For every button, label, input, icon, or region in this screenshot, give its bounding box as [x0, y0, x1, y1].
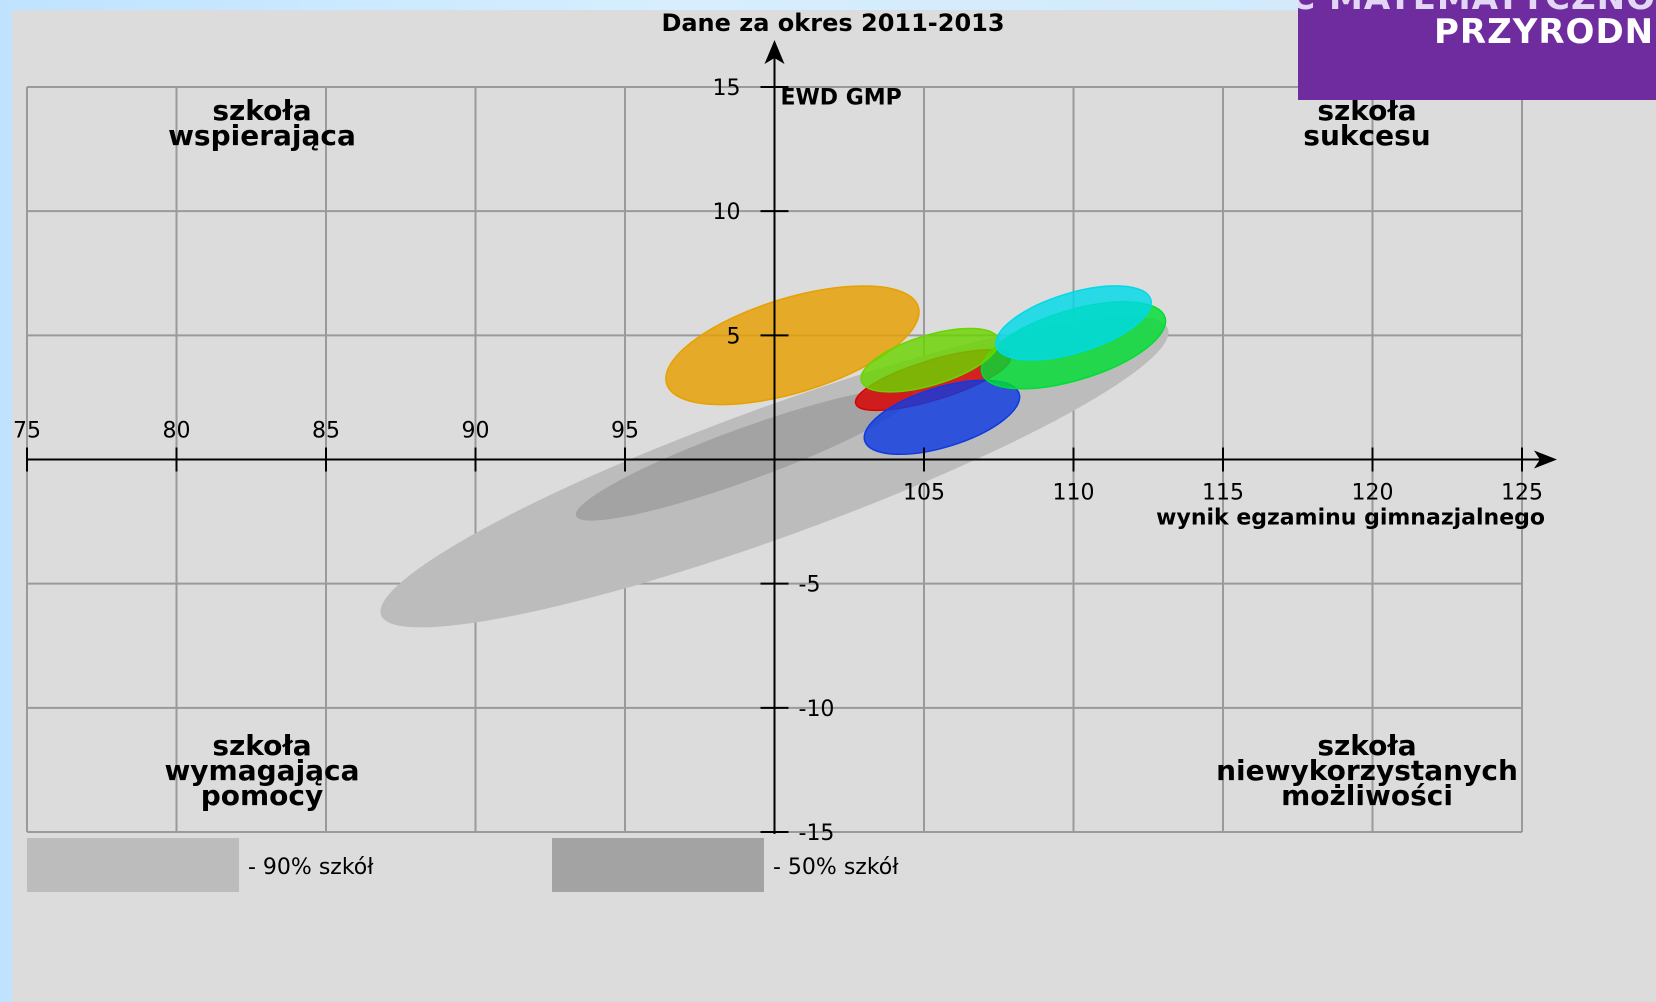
quadrant-label-top-left: wspierająca: [168, 119, 356, 152]
banner-line1: CZĘŚĆ MATEMATYCZNO: [1298, 0, 1656, 18]
quadrant-label-bottom-left: szkoła: [212, 729, 311, 762]
y-tick-label: -15: [799, 821, 835, 846]
y-tick-label: 10: [713, 200, 741, 225]
x-tick-label: 85: [312, 419, 340, 444]
x-tick-label: 75: [13, 419, 41, 444]
x-tick-label: 115: [1202, 481, 1244, 506]
school-ellipse-6: [995, 285, 1152, 361]
quadrant-label-bottom-left: wymagająca: [164, 754, 359, 787]
legend-label-90: - 90% szkół: [248, 855, 374, 880]
quadrant-label-bottom-left: pomocy: [201, 779, 324, 812]
quadrant-label-bottom-right: możliwości: [1281, 779, 1453, 812]
y-tick-label: 5: [727, 324, 741, 349]
x-tick-label: 95: [611, 419, 639, 444]
y-tick-label: 15: [713, 76, 741, 101]
x-tick-label: 125: [1501, 481, 1543, 506]
y-axis-label: EWD GMP: [781, 85, 902, 110]
x-tick-label: 120: [1352, 481, 1394, 506]
y-axis-arrow: [764, 40, 785, 64]
quadrant-label-top-left: szkoła: [212, 94, 311, 127]
quadrant-label-bottom-right: szkoła: [1317, 729, 1416, 762]
x-tick-label: 105: [903, 481, 945, 506]
legend: - 90% szkół - 50% szkół: [27, 838, 899, 892]
quadrant-label-bottom-right: niewykorzystanych: [1216, 754, 1518, 787]
legend-label-50: - 50% szkół: [773, 855, 899, 880]
school-ellipse-1: [665, 285, 920, 406]
x-tick-label: 80: [163, 419, 191, 444]
chart-frame: Dane za okres 2011-2013 75 80 85 90 95 105 110…: [12, 10, 1656, 1002]
section-banner: CZĘŚĆ MATEMATYCZNO PRZYRODNI: [1298, 0, 1656, 100]
legend-swatch-50: [552, 838, 764, 892]
banner-line2: PRZYRODNI: [1434, 12, 1656, 52]
school-ellipse-3: [863, 379, 1021, 456]
y-tick-label: -5: [799, 573, 821, 598]
quadrant-label-top-right: sukcesu: [1303, 119, 1430, 152]
x-tick-label: 110: [1053, 481, 1095, 506]
x-tick-label: 90: [462, 419, 490, 444]
y-tick-label: -10: [799, 697, 835, 722]
x-axis-label: wynik egzaminu gimnazjalnego: [1156, 506, 1545, 531]
x-axis-arrow: [1534, 450, 1557, 469]
axes: [26, 40, 1557, 834]
school-ellipses: [665, 285, 1167, 456]
legend-swatch-90: [27, 838, 239, 892]
region-50-percent: [575, 388, 914, 521]
chart-title: Dane za okres 2011-2013: [661, 10, 1004, 37]
